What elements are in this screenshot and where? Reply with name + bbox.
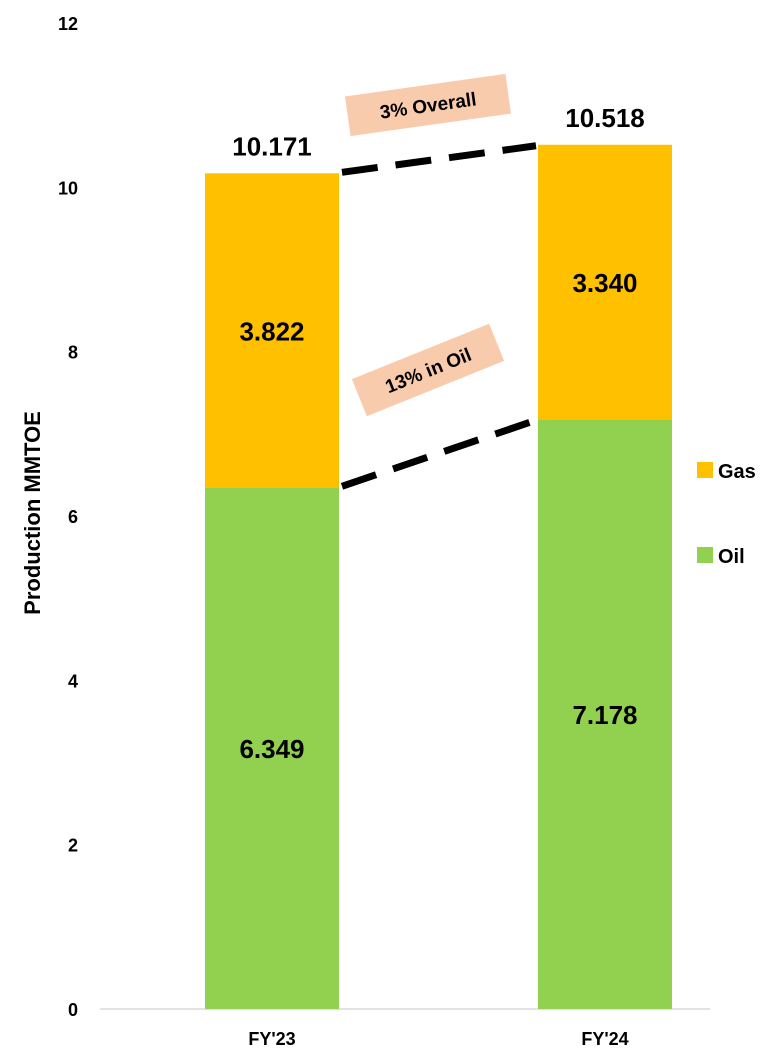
bar-segment-oil bbox=[538, 419, 672, 1010]
segment-value-label-oil: 6.349 bbox=[239, 734, 304, 764]
x-axis-ticks: FY'23 FY'24 bbox=[248, 1029, 628, 1049]
annotations-group: 3% Overall 13% in Oil bbox=[345, 73, 511, 417]
legend-label-oil: Oil bbox=[718, 546, 745, 568]
segment-value-label-oil: 7.178 bbox=[572, 700, 637, 730]
oil-connector-line bbox=[340, 416, 538, 490]
annotation-callout: 13% in Oil bbox=[351, 323, 505, 417]
total-value-label: 10.171 bbox=[232, 131, 312, 161]
annotation-callout: 3% Overall bbox=[345, 73, 511, 137]
legend-swatch-gas bbox=[697, 462, 713, 478]
connector-lines bbox=[340, 142, 538, 490]
x-tick-label: FY'23 bbox=[248, 1029, 295, 1049]
y-axis-title: Production MMTOE bbox=[20, 411, 45, 615]
overall-connector-line bbox=[341, 142, 537, 176]
y-tick-label: 6 bbox=[68, 507, 78, 527]
y-tick-label: 0 bbox=[68, 1000, 78, 1020]
total-value-label: 10.518 bbox=[565, 103, 645, 133]
y-tick-label: 2 bbox=[68, 836, 78, 856]
annotation-box bbox=[345, 73, 511, 137]
legend-swatch-oil bbox=[697, 547, 713, 563]
annotation-box bbox=[351, 323, 505, 417]
y-tick-label: 4 bbox=[68, 671, 78, 691]
segment-value-label-gas: 3.822 bbox=[239, 316, 304, 346]
segment-value-label-gas: 3.340 bbox=[572, 268, 637, 298]
y-tick-label: 10 bbox=[58, 178, 78, 198]
y-tick-label: 12 bbox=[58, 14, 78, 34]
bar-segment-gas bbox=[205, 173, 339, 488]
bar-segment-gas bbox=[538, 144, 672, 420]
legend-label-gas: Gas bbox=[718, 461, 756, 483]
bar-segment-oil bbox=[205, 487, 339, 1009]
y-axis-ticks: 0 2 4 6 8 10 12 bbox=[58, 14, 78, 1020]
y-tick-label: 8 bbox=[68, 343, 78, 363]
x-tick-label: FY'24 bbox=[581, 1029, 628, 1049]
legend: Gas Oil bbox=[697, 461, 756, 568]
bars-group: 6.349 3.822 10.171 7.178 3.340 10.518 bbox=[205, 103, 672, 1010]
